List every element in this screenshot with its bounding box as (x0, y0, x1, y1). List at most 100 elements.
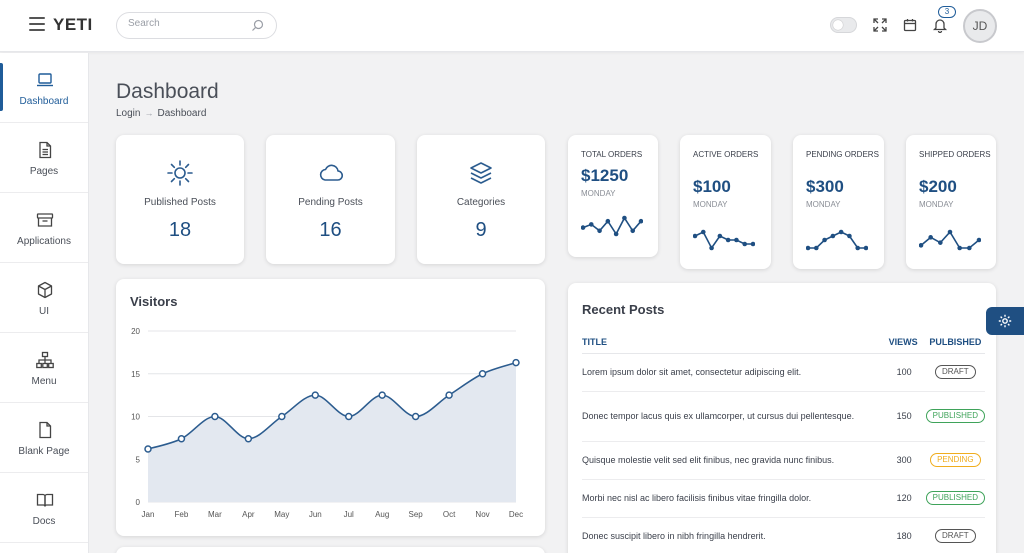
settings-panel-button[interactable] (986, 307, 1024, 335)
sun-icon (167, 160, 193, 186)
recent-posts-card: Recent Posts TITLE VIEWS PULBISHED Lorem… (568, 283, 996, 553)
visitors-point (144, 445, 152, 453)
sidebar-item-ui[interactable]: UI (0, 263, 88, 333)
sparkline-point (622, 215, 627, 221)
search-box[interactable] (116, 12, 277, 39)
post-title[interactable]: Lorem ipsum dolor sit amet, consectetur … (582, 353, 882, 392)
table-row[interactable]: Quisque molestie velit sed elit finibus,… (582, 441, 985, 480)
visitors-card: Visitors 0 5 10 15 20 Jan Feb Mar Apr May Jun Jul Au… (116, 279, 545, 536)
status-badge: PENDING (930, 453, 981, 467)
order-card-total: Total Orders $1250 MONDAY (568, 135, 658, 257)
visitors-point (211, 412, 219, 421)
laptop-icon (37, 73, 53, 87)
y-tick-label: 15 (131, 370, 140, 379)
table-row[interactable]: Donec suscipit libero in nibh fringilla … (582, 517, 985, 553)
sparkline-point (806, 245, 811, 251)
order-value: $100 (693, 177, 731, 196)
x-tick-label: Dec (509, 510, 523, 519)
sidebar-item-pages[interactable]: Pages (0, 123, 88, 193)
stat-value: 16 (319, 219, 342, 241)
sparkline-point (947, 229, 953, 235)
sidebar-item-menu[interactable]: Menu (0, 333, 88, 403)
sidebar-item-dashboard[interactable]: Dashboard (0, 53, 88, 123)
y-tick-label: 20 (131, 327, 140, 336)
stat-card-categories: Categories 9 (417, 135, 545, 264)
breadcrumb-arrow-icon: → (144, 108, 154, 118)
x-tick-label: Jun (309, 510, 322, 519)
fullscreen-icon[interactable] (872, 17, 888, 33)
x-tick-label: Mar (208, 510, 222, 519)
search-icon[interactable] (251, 19, 264, 32)
layers-icon (470, 162, 492, 184)
sparkline-point (700, 229, 706, 235)
x-tick-label: Oct (443, 510, 456, 519)
sidebar-item-label: Pages (29, 166, 59, 177)
visitors-point (445, 391, 453, 399)
search-input[interactable] (128, 18, 248, 29)
stat-card-pending-posts: Pending Posts 16 (266, 135, 395, 264)
x-tick-label: May (274, 510, 289, 519)
hamburger-menu-icon[interactable] (29, 17, 45, 31)
sparkline-point (693, 233, 698, 239)
post-title[interactable]: Morbi nec nisl ac libero facilisis finib… (582, 479, 882, 518)
stat-label: Categories (456, 197, 506, 208)
order-title: Total Orders (581, 150, 643, 159)
sidebar-item-blank-page[interactable]: Blank Page (0, 403, 88, 473)
cube-icon (37, 281, 53, 299)
column-header-published[interactable]: PULBISHED (925, 331, 985, 354)
notification-count-badge[interactable]: 3 (938, 6, 956, 18)
breadcrumb-link-login[interactable]: Login (116, 108, 141, 119)
order-day: MONDAY (693, 200, 728, 209)
sidebar-item-applications[interactable]: Applications (0, 193, 88, 263)
cloud-icon (319, 164, 343, 181)
sidebar-item-docs[interactable]: Docs (0, 473, 88, 543)
order-title: Pending Orders (806, 150, 879, 159)
sidebar-item-label: Menu (31, 376, 57, 387)
sparkline-point (967, 245, 972, 251)
sidebar-item-label: Blank Page (18, 446, 70, 457)
brand-logo[interactable]: YETI (53, 15, 93, 34)
sparkline-point (976, 237, 981, 243)
sparkline-point (847, 233, 852, 239)
post-title[interactable]: Quisque molestie velit sed elit finibus,… (582, 441, 882, 480)
sidebar-item-label: Dashboard (19, 96, 69, 107)
sparkline-point (725, 237, 731, 243)
column-header-views[interactable]: VIEWS (881, 331, 926, 354)
sparkline-point (638, 218, 643, 224)
sparkline (693, 229, 755, 251)
post-title[interactable]: Donec suscipit libero in nibh fringilla … (582, 517, 882, 553)
user-avatar[interactable]: JD (963, 9, 997, 43)
sparkline-point (957, 245, 962, 251)
x-tick-label: Feb (175, 510, 189, 519)
sparkline-point (734, 237, 739, 243)
table-row[interactable]: Lorem ipsum dolor sit amet, consectetur … (582, 353, 985, 392)
stat-value: 18 (168, 219, 192, 241)
post-views: 180 (881, 517, 926, 553)
x-tick-label: Aug (375, 510, 389, 519)
order-day: MONDAY (581, 189, 616, 198)
dark-mode-toggle[interactable] (830, 17, 857, 33)
stat-label: Pending Posts (298, 197, 363, 208)
table-row[interactable]: Morbi nec nisl ac libero facilisis finib… (582, 479, 985, 518)
order-title: Shipped Orders (919, 150, 991, 159)
order-card-shipped: Shipped Orders $200 MONDAY (906, 135, 996, 269)
order-value: $200 (919, 177, 957, 196)
column-header-title[interactable]: TITLE (582, 331, 882, 354)
visitors-area (148, 362, 516, 502)
x-tick-label: Jan (142, 510, 155, 519)
y-tick-label: 10 (131, 413, 140, 422)
sidebar-item-label: UI (39, 306, 49, 317)
post-views: 100 (881, 353, 926, 392)
x-tick-label: Jul (344, 510, 354, 519)
breadcrumb: Login → Dashboard (116, 108, 206, 119)
sparkline-point (597, 228, 602, 234)
y-tick-label: 5 (136, 455, 141, 464)
table-row[interactable]: Donec tempor lacus quis ex ullamcorper, … (582, 391, 985, 442)
bell-icon[interactable] (932, 17, 948, 33)
archive-icon (36, 213, 54, 227)
post-title[interactable]: Donec tempor lacus quis ex ullamcorper, … (582, 391, 882, 442)
visitors-point (311, 391, 320, 399)
document-icon (39, 141, 52, 159)
calendar-icon[interactable] (902, 17, 918, 33)
visitors-title: Visitors (130, 294, 178, 309)
